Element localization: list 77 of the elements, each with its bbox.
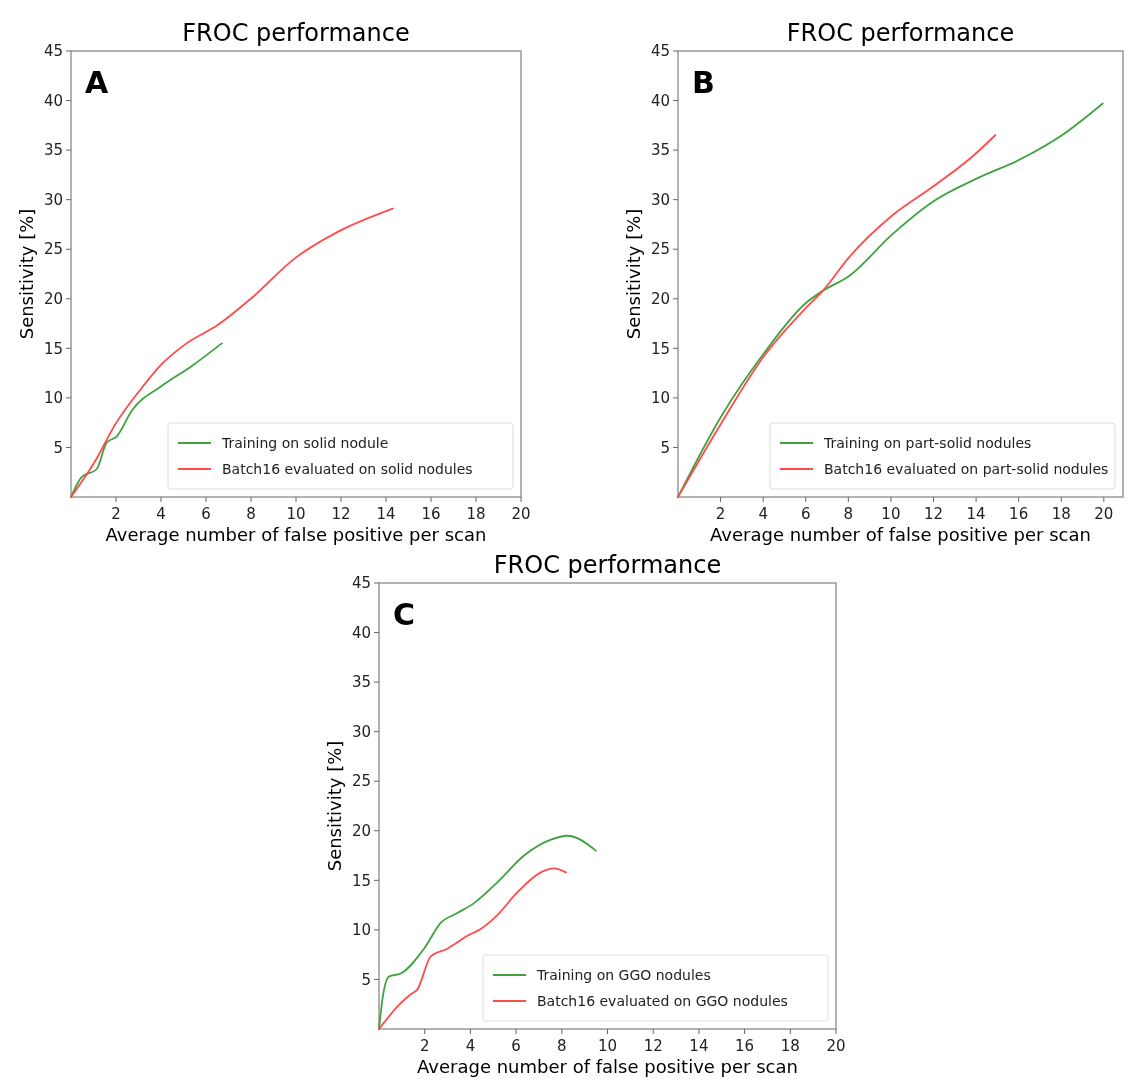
legend-label: Training on GGO nodules bbox=[536, 966, 711, 983]
x-tick-label: 12 bbox=[923, 505, 944, 523]
legend-label: Training on part-solid nodules bbox=[823, 434, 1032, 451]
x-axis-title: Average number of false positive per scan bbox=[105, 524, 487, 545]
y-tick-label: 25 bbox=[650, 240, 670, 259]
x-tick-label: 2 bbox=[419, 1037, 430, 1055]
y-tick-label: 15 bbox=[650, 339, 670, 358]
x-tick-label: 14 bbox=[966, 505, 986, 523]
y-tick-label: 35 bbox=[351, 673, 371, 692]
y-tick-label: 10 bbox=[43, 389, 63, 408]
y-tick-label: 40 bbox=[351, 623, 371, 642]
x-tick-label: 10 bbox=[286, 505, 306, 523]
y-axis-title: Sensitivity [%] bbox=[623, 208, 644, 340]
x-tick-label: 12 bbox=[643, 1037, 663, 1055]
x-tick-label: 4 bbox=[156, 505, 166, 523]
y-tick-label: 5 bbox=[660, 438, 670, 457]
y-tick-label: 30 bbox=[351, 722, 371, 741]
x-tick-label: 18 bbox=[780, 1037, 800, 1055]
x-tick-label: 4 bbox=[758, 505, 768, 523]
x-tick-label: 14 bbox=[689, 1037, 709, 1055]
x-tick-label: 20 bbox=[1094, 505, 1114, 523]
x-tick-label: 10 bbox=[597, 1037, 618, 1055]
y-tick-label: 15 bbox=[43, 339, 63, 358]
x-axis-title: Average number of false positive per scan bbox=[417, 1056, 798, 1077]
x-tick-label: 20 bbox=[511, 505, 531, 523]
y-tick-label: 5 bbox=[361, 970, 371, 989]
y-tick-label: 5 bbox=[53, 438, 63, 457]
y-tick-label: 30 bbox=[43, 190, 63, 209]
x-tick-label: 2 bbox=[111, 505, 121, 523]
legend-label: Batch16 evaluated on GGO nodules bbox=[537, 992, 788, 1009]
y-tick-label: 25 bbox=[43, 240, 63, 259]
chart-title: FROC performance bbox=[182, 19, 410, 47]
y-axis-title: Sensitivity [%] bbox=[324, 740, 345, 872]
y-tick-label: 20 bbox=[650, 290, 670, 309]
x-tick-label: 18 bbox=[466, 505, 486, 523]
x-tick-label: 6 bbox=[201, 505, 211, 523]
x-tick-label: 16 bbox=[735, 1037, 755, 1055]
x-tick-label: 12 bbox=[331, 505, 351, 523]
x-tick-label: 2 bbox=[715, 505, 726, 523]
chart-title: FROC performance bbox=[786, 19, 1015, 47]
x-tick-label: 20 bbox=[826, 1037, 846, 1055]
line-series bbox=[70, 342, 223, 498]
y-axis-title: Sensitivity [%] bbox=[16, 208, 37, 340]
x-tick-label: 6 bbox=[800, 505, 811, 523]
chart-title: FROC performance bbox=[493, 551, 722, 579]
legend-label: Batch16 evaluated on solid nodules bbox=[222, 460, 473, 477]
annotation: C bbox=[393, 597, 416, 632]
y-tick-label: 10 bbox=[650, 389, 670, 408]
y-tick-label: 40 bbox=[650, 91, 670, 110]
y-tick-label: 15 bbox=[351, 871, 371, 890]
y-tick-label: 10 bbox=[351, 921, 371, 940]
y-tick-label: 20 bbox=[351, 822, 371, 841]
x-tick-label: 18 bbox=[1051, 505, 1071, 523]
y-tick-label: 45 bbox=[351, 574, 371, 593]
x-tick-label: 6 bbox=[511, 1037, 521, 1055]
y-tick-label: 35 bbox=[43, 141, 63, 160]
y-tick-label: 40 bbox=[43, 91, 63, 110]
x-tick-label: 4 bbox=[465, 1037, 476, 1055]
annotation: B bbox=[692, 65, 715, 100]
y-tick-label: 45 bbox=[43, 42, 63, 61]
legend-label: Batch16 evaluated on part-solid nodules bbox=[824, 460, 1109, 477]
legend-label: Training on solid nodule bbox=[221, 434, 389, 451]
y-tick-label: 45 bbox=[650, 42, 670, 61]
x-tick-label: 16 bbox=[421, 505, 441, 523]
x-tick-label: 8 bbox=[843, 505, 854, 523]
y-tick-label: 35 bbox=[650, 141, 670, 160]
x-tick-label: 10 bbox=[881, 505, 901, 523]
x-axis-title: Average number of false positive per scan bbox=[710, 524, 1091, 545]
y-tick-label: 20 bbox=[43, 290, 63, 309]
x-tick-label: 16 bbox=[1009, 505, 1029, 523]
x-tick-label: 8 bbox=[557, 1037, 567, 1055]
x-tick-label: 8 bbox=[246, 505, 256, 523]
y-tick-label: 25 bbox=[351, 772, 371, 791]
y-tick-label: 30 bbox=[650, 190, 670, 209]
annotation: A bbox=[85, 65, 109, 100]
line-series bbox=[378, 834, 597, 1030]
x-tick-label: 14 bbox=[376, 505, 396, 523]
